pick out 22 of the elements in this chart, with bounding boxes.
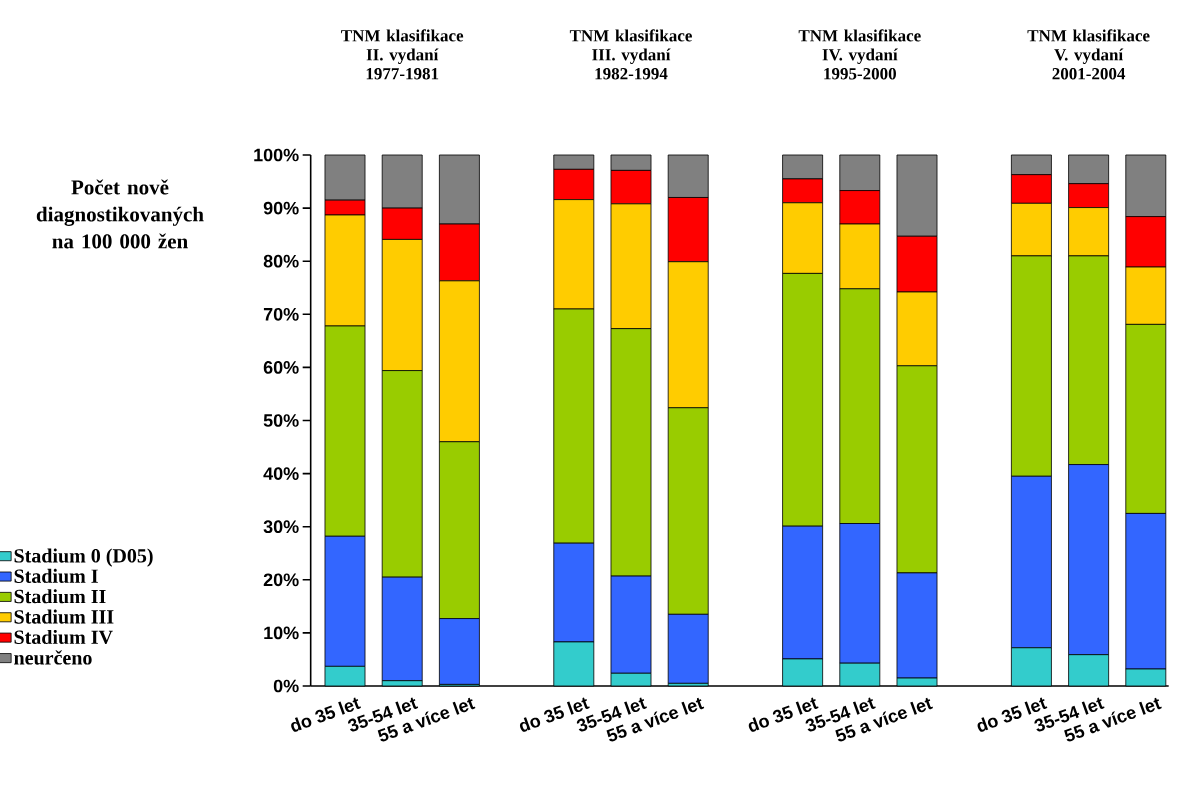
y-axis-title: Počet nově diagnostikovaných na 100 000 žen [36, 179, 204, 249]
legend-label: Stadium 0 (D05) [14, 548, 153, 567]
text: TNM klasifikace III. vydaní 1982-1994 [569, 29, 692, 80]
y-tick-label: 100% [254, 148, 299, 162]
y-tick-label: 90% [263, 201, 299, 215]
legend-label: Stadium IV [14, 629, 113, 645]
y-tick-label: 30% [263, 520, 299, 534]
y-tick-label: 70% [263, 307, 299, 321]
legend-label: Stadium II [14, 589, 106, 604]
y-tick-label: 80% [263, 254, 299, 268]
legend-label: Stadium III [14, 609, 114, 624]
legend-label: neurčeno [14, 650, 92, 665]
y-tick-label: 0% [273, 679, 299, 693]
y-tick-label: 60% [263, 361, 299, 374]
text: TNM klasifikace V. vydaní 2001-2004 [1027, 29, 1150, 80]
y-tick-label: 10% [264, 626, 299, 640]
text: TNM klasifikace IV. vydaní 1995-2000 [798, 29, 921, 80]
y-tick-label: 50% [263, 414, 299, 427]
text: TNM klasifikace II. vydaní 1977-1981 [341, 29, 464, 80]
legend-label: Stadium I [14, 568, 98, 583]
y-tick-label: 40% [263, 467, 299, 480]
y-tick-label: 20% [263, 573, 299, 587]
